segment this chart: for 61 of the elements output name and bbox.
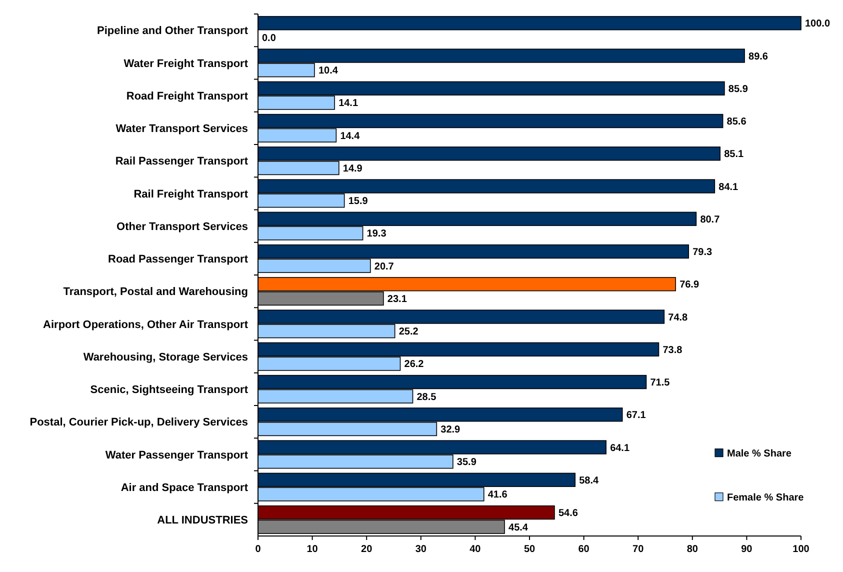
y-tick-label: Air and Space Transport	[120, 482, 248, 494]
data-label: 35.9	[456, 457, 477, 468]
data-label: 14.9	[342, 163, 363, 174]
legend-label: Female % Share	[727, 492, 804, 504]
y-tick-label: Warehousing, Storage Services	[83, 351, 248, 364]
data-label: 26.2	[404, 359, 424, 370]
data-label: 80.7	[700, 214, 720, 226]
y-tick-label: Rail Freight Transport	[134, 188, 248, 200]
x-tick-label: 90	[741, 544, 753, 555]
data-label: 15.9	[348, 196, 368, 208]
x-tick-label: 0	[255, 544, 262, 555]
x-tick-label: 80	[686, 544, 698, 555]
y-tick-label: Water Freight Transport	[124, 58, 248, 70]
data-label: 85.9	[728, 84, 748, 95]
data-label: 73.8	[662, 344, 683, 356]
x-tick-label: 70	[632, 544, 644, 555]
data-label: 41.6	[488, 490, 508, 501]
data-label: 84.1	[718, 182, 739, 193]
x-tick-label: 60	[578, 544, 590, 555]
x-tick-label: 100	[792, 544, 810, 555]
data-label: 32.9	[440, 424, 461, 436]
y-tick-label: Road Passenger Transport	[108, 254, 248, 266]
data-label: 20.7	[374, 261, 394, 272]
y-tick-label: Pipeline and Other Transport	[97, 25, 248, 38]
y-tick-label: Postal, Courier Pick-up, Delivery Services	[30, 416, 248, 429]
y-tick-label: Scenic, Sightseeing Transport	[90, 384, 248, 396]
data-label: 67.1	[626, 410, 646, 422]
data-label: 100.0	[805, 18, 830, 30]
y-tick-label: Water Transport Services	[116, 123, 248, 136]
y-tick-label: Rail Passenger Transport	[115, 156, 248, 168]
y-tick-label: Transport, Postal and Warehousing	[63, 286, 248, 298]
data-label: 0.0	[262, 32, 276, 44]
data-label: 64.1	[610, 442, 630, 454]
y-tick-label: ALL INDUSTRIES	[157, 514, 248, 527]
data-label: 19.3	[366, 228, 387, 240]
y-tick-label: Other Transport Services	[116, 220, 248, 233]
y-tick-label: Airport Operations, Other Air Transport	[43, 318, 248, 331]
data-label: 54.6	[558, 508, 578, 520]
x-tick-label: 30	[415, 544, 427, 555]
x-tick-label: 20	[361, 544, 373, 555]
x-tick-label: 10	[306, 544, 318, 555]
data-label: 45.4	[508, 522, 528, 534]
data-label: 14.1	[338, 98, 358, 110]
data-label: 89.6	[748, 51, 768, 62]
x-tick-label: 50	[524, 544, 536, 555]
data-label: 28.5	[416, 392, 437, 403]
data-label: 71.5	[650, 378, 670, 389]
data-label: 79.3	[692, 247, 712, 258]
data-label: 58.4	[579, 475, 600, 486]
data-label: 14.4	[340, 130, 360, 142]
data-label: 85.1	[724, 149, 744, 160]
data-label: 85.6	[726, 116, 747, 128]
data-label: 25.2	[398, 326, 419, 338]
y-tick-label: Road Freight Transport	[126, 90, 248, 102]
data-label: 74.8	[668, 312, 688, 324]
x-tick-label: 40	[470, 544, 482, 555]
y-tick-label: Water Passenger Transport	[105, 449, 248, 462]
data-label: 23.1	[387, 294, 408, 305]
legend-label: Male % Share	[727, 448, 792, 460]
data-label: 76.9	[680, 280, 700, 291]
data-label: 10.4	[318, 66, 338, 77]
